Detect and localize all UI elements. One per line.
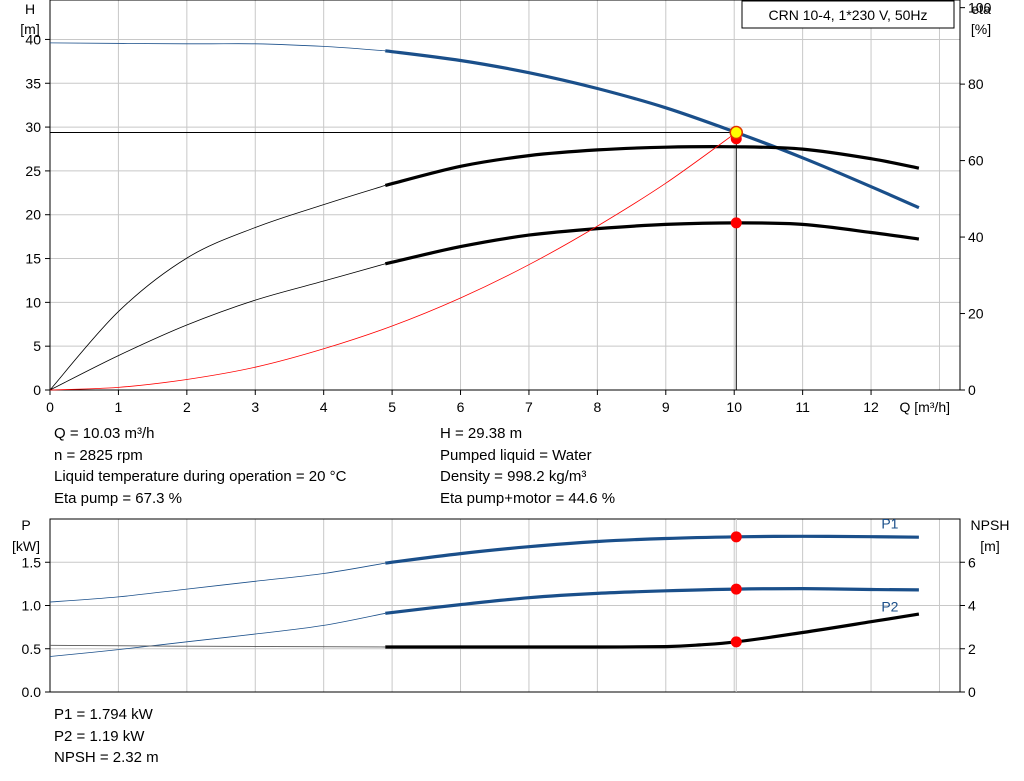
duty-point-marker [730, 217, 742, 229]
x-tick-label: 2 [183, 399, 191, 415]
x-tick-label: 6 [457, 399, 465, 415]
y-tick-label-left: 30 [25, 119, 41, 135]
y-tick-label-left: 0 [33, 382, 41, 398]
y-axis-label-left: [kW] [12, 538, 40, 554]
series-line-thick-2 [384, 221, 920, 266]
y-tick-label-left: 10 [25, 294, 41, 310]
y-tick-label-left: 35 [25, 75, 41, 91]
y-tick-label-right: 100 [968, 0, 992, 16]
y-tick-label-left: 1.5 [22, 554, 42, 570]
y-axis-label-right: eta [971, 1, 991, 17]
series-label-p1: P1 [881, 515, 898, 531]
info-p2: P2 = 1.19 kW [54, 727, 145, 745]
chart-title: CRN 10-4, 1*230 V, 50Hz [768, 7, 927, 23]
title-box [741, 0, 955, 29]
x-tick-label: 11 [795, 399, 810, 415]
y-tick-label-right: 4 [968, 598, 976, 614]
y-tick-label-left: 25 [25, 163, 41, 179]
series-line-thick-1 [385, 586, 919, 615]
y-tick-label-left: 15 [25, 251, 41, 267]
power-npsh-chart: 0.0 0.5 1.0 1.5 0 2 4 6 P [kW] NPSH [m] P1 P2 [12, 515, 1009, 700]
info-pumped-liquid: Pumped liquid = Water [440, 446, 592, 464]
info-density: Density = 998.2 kg/m³ [440, 468, 587, 485]
series-line-thick-0 [385, 534, 919, 565]
y-tick-label-right: 80 [968, 76, 984, 92]
duty-point-marker [730, 531, 742, 543]
info-top-left: Q = 10.03 m³/h n = 2825 rpm Liquid tempe… [54, 423, 346, 509]
x-tick-label: 8 [593, 399, 601, 415]
x-tick-label: 1 [115, 399, 123, 415]
y-tick-label-right: 60 [968, 153, 984, 169]
series-line-thin-2 [49, 263, 386, 391]
y-axis-label-left: H [25, 1, 35, 17]
x-axis-label: Q [m³/h] [899, 399, 950, 415]
y-tick-label-right: 6 [968, 554, 976, 570]
series-line-thick-1 [384, 145, 920, 187]
series-line-thin-1 [49, 612, 386, 657]
series-line-2 [49, 644, 386, 648]
y-tick-label-right: 40 [968, 229, 984, 245]
x-tick-label: 3 [251, 399, 259, 415]
y-tick-label-left: 0.5 [22, 641, 42, 657]
info-head: H = 29.38 m [440, 425, 523, 442]
y-axis-label-right: [%] [971, 21, 991, 37]
series-label-p2: P2 [881, 598, 898, 614]
info-eta-pump: Eta pump = 67.3 % [54, 489, 182, 507]
info-bottom: P1 = 1.794 kW P2 = 1.19 kW NPSH = 2.32 m [54, 704, 159, 769]
x-tick-label: 5 [388, 399, 396, 415]
info-eta-pump-motor: Eta pump+motor = 44.6 % [440, 489, 616, 507]
y-axis-label-right: [m] [980, 538, 999, 554]
y-axis-label-left: P [21, 517, 30, 533]
duty-point-marker [730, 636, 742, 648]
series-line-3 [49, 132, 737, 391]
x-tick-label: 7 [525, 399, 533, 415]
series-line-thin-1 [49, 185, 386, 391]
x-tick-label: 12 [863, 399, 879, 415]
duty-point-marker [730, 583, 742, 595]
y-tick-label-right: 2 [968, 641, 976, 657]
info-speed: n = 2825 rpm [54, 446, 143, 464]
y-axis-label-left: [m] [20, 21, 39, 37]
y-tick-label-right: 0 [968, 684, 976, 700]
y-tick-label-left: 5 [33, 338, 41, 354]
y-tick-label-left: 1.0 [22, 598, 42, 614]
x-tick-label: 10 [726, 399, 742, 415]
x-tick-label: 0 [46, 399, 54, 415]
series-line-thin-0 [49, 42, 386, 52]
y-tick-label-right: 0 [968, 382, 976, 398]
info-top-right: H = 29.38 m Pumped liquid = Water Densit… [440, 423, 615, 509]
x-tick-label: 4 [320, 399, 328, 415]
info-flow: Q = 10.03 m³/h [54, 425, 155, 442]
y-tick-label-left: 0.0 [22, 684, 42, 700]
series-line-thick-0 [385, 49, 920, 210]
y-axis-label-right: NPSH [971, 517, 1010, 533]
y-tick-label-left: 20 [25, 207, 41, 223]
x-tick-label: 9 [662, 399, 670, 415]
info-npsh: NPSH = 2.32 m [54, 749, 159, 766]
series-line-thin-0 [49, 562, 386, 603]
info-liquid-temperature: Liquid temperature during operation = 20… [54, 468, 347, 485]
y-tick-label-left: 40 [25, 31, 41, 47]
series-line-thick-3 [385, 612, 920, 649]
operating-point-marker [729, 125, 744, 140]
y-tick-label-right: 20 [968, 306, 984, 322]
plot-frame [49, 0, 961, 391]
info-p1: P1 = 1.794 kW [54, 706, 153, 723]
